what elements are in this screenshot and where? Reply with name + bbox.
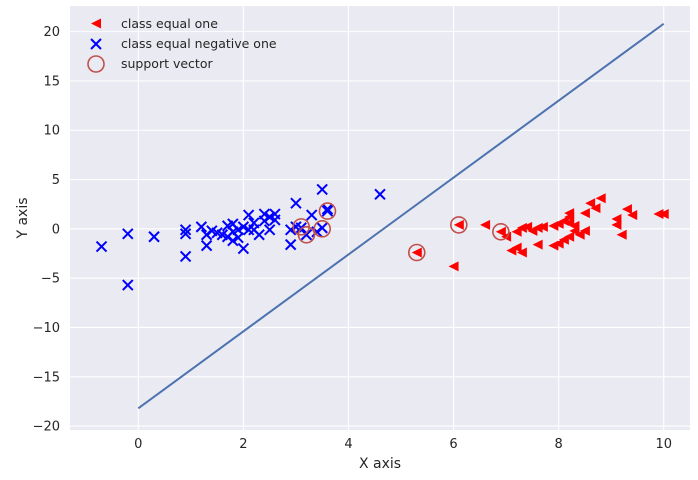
- legend: class equal one class equal negative one…: [87, 16, 277, 73]
- y-tick-label: 15: [43, 74, 60, 89]
- x-tick-label: 6: [449, 437, 457, 452]
- legend-label-class-negative-one: class equal negative one: [121, 36, 277, 51]
- class-one-point: [511, 242, 522, 253]
- class-one-point: [579, 208, 590, 219]
- x-tick-label: 0: [134, 437, 142, 452]
- class-one-point: [522, 221, 533, 232]
- class-negative-one-point: [269, 214, 281, 226]
- legend-marker-class-negative-one: [90, 38, 102, 50]
- class-negative-one-point: [179, 228, 192, 240]
- class-one-point: [564, 208, 575, 219]
- legend-label-class-one: class equal one: [121, 16, 218, 31]
- legend-marker-class-one: [91, 18, 101, 29]
- class-negative-one-point: [179, 250, 192, 263]
- class-negative-one-point: [374, 188, 386, 201]
- y-tick-label: 0: [52, 222, 60, 237]
- class-one-point: [532, 239, 543, 250]
- class-one-point: [516, 222, 527, 233]
- class-one-point: [453, 219, 464, 230]
- class-negative-one-point: [237, 221, 250, 233]
- x-tick-label: 10: [655, 437, 672, 452]
- support-vector-point: [297, 225, 316, 244]
- class-negative-one-point: [316, 183, 328, 196]
- separating-line: [137, 22, 665, 410]
- class-negative-one-point: [284, 238, 297, 251]
- class-one-point: [480, 219, 491, 230]
- class-negative-one-point: [200, 239, 213, 252]
- y-tick-labels: −20 −15 −10 −5 0 5 10 15 20: [33, 25, 60, 434]
- data-points: [95, 183, 669, 291]
- class-one-point: [653, 209, 664, 220]
- class-one-point: [537, 221, 548, 232]
- class-negative-one-point: [179, 224, 192, 236]
- class-negative-one-point: [237, 242, 250, 255]
- class-one-point: [658, 209, 669, 220]
- y-tick-label: −20: [33, 420, 60, 435]
- class-one-point: [616, 229, 627, 240]
- y-tick-label: 10: [43, 124, 60, 139]
- x-tick-label: 2: [239, 437, 247, 452]
- x-tick-label: 4: [344, 437, 352, 452]
- x-tick-labels: 0 2 4 6 8 10: [134, 437, 672, 452]
- class-negative-one-point: [232, 232, 244, 244]
- y-tick-label: −15: [33, 370, 60, 385]
- class-negative-one-point: [122, 279, 134, 291]
- class-one-point: [569, 225, 580, 236]
- class-negative-one-point: [321, 203, 334, 215]
- support-vector-point: [313, 220, 332, 238]
- class-one-point: [595, 193, 606, 204]
- y-tick-label: −10: [33, 321, 60, 336]
- class-one-point: [611, 219, 622, 230]
- class-one-point: [574, 229, 585, 240]
- y-tick-label: 20: [43, 25, 60, 40]
- class-one-point: [532, 222, 543, 233]
- class-one-point: [448, 261, 459, 272]
- y-axis-label: Y axis: [15, 197, 31, 239]
- support-vector-point: [450, 216, 468, 234]
- legend-label-support-vector: support vector: [121, 56, 213, 71]
- class-one-point: [511, 226, 522, 237]
- class-one-point: [553, 238, 564, 249]
- class-negative-one-point: [227, 234, 239, 247]
- class-one-point: [585, 198, 596, 209]
- class-one-point: [564, 231, 575, 242]
- x-axis-label: X axis: [359, 456, 401, 472]
- class-negative-one-point: [248, 217, 260, 229]
- class-one-point: [621, 204, 632, 215]
- class-negative-one-point: [300, 229, 313, 241]
- class-negative-one-point: [122, 228, 134, 240]
- class-negative-one-point: [290, 197, 302, 209]
- y-tick-label: 5: [52, 173, 60, 188]
- support-vector-point: [492, 223, 510, 241]
- class-negative-one-point: [316, 222, 328, 234]
- class-negative-one-point: [321, 205, 334, 217]
- class-one-point: [516, 247, 527, 258]
- plot-area: [70, 6, 690, 430]
- class-negative-one-point: [263, 211, 276, 223]
- class-negative-one-point: [284, 224, 297, 236]
- class-negative-one-point: [95, 240, 108, 253]
- class-negative-one-point: [242, 209, 255, 221]
- class-one-point: [411, 247, 422, 258]
- x-tick-label: 8: [555, 437, 563, 452]
- legend-marker-support-vector: [87, 55, 105, 73]
- class-one-point: [590, 203, 601, 214]
- support-vector-point: [318, 202, 337, 220]
- class-negative-one-point: [148, 231, 160, 243]
- y-tick-label: −5: [41, 272, 60, 287]
- class-one-point: [495, 226, 506, 237]
- class-negative-one-point: [263, 224, 276, 236]
- class-one-point: [564, 217, 575, 228]
- class-negative-one-point: [195, 221, 208, 233]
- class-negative-one-point: [305, 209, 318, 221]
- class-negative-one-point: [253, 229, 265, 241]
- class-one-point: [627, 210, 638, 221]
- decision-line: [137, 22, 665, 410]
- support-vector-point: [407, 243, 426, 262]
- class-one-point: [579, 225, 590, 236]
